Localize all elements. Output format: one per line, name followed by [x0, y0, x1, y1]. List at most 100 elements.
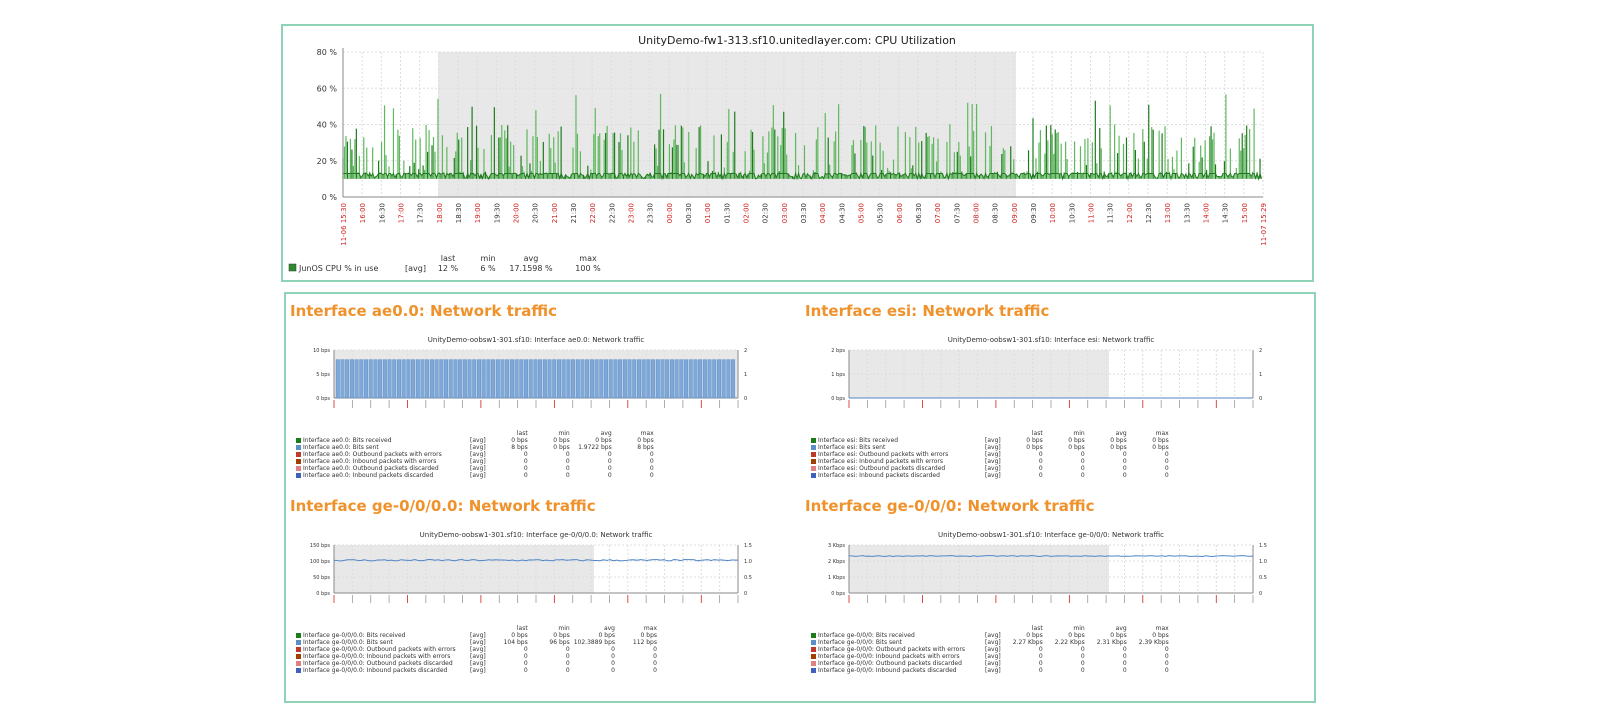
cpu-y-tick-label: 60 %	[317, 84, 338, 93]
bits-sent-series	[335, 359, 736, 399]
cpu-legend-avg: 17.1598 %	[509, 264, 553, 273]
traffic-bar	[731, 359, 736, 399]
legend-max: 0	[1164, 472, 1169, 479]
traffic-bar	[335, 359, 340, 399]
legend-row: Interface esi: Outbound packets discarde…	[809, 465, 1171, 472]
legend-name: Interface ge-0/0/0: Bits received	[818, 632, 915, 639]
legend-swatch	[296, 668, 301, 673]
legend-header: avg	[603, 625, 615, 632]
legend-max: 0 bps	[1152, 632, 1169, 639]
traffic-bar	[636, 359, 641, 399]
legend-row: Interface esi: Outbound packets with err…	[809, 451, 1171, 458]
cpu-x-tick-label: 10:00	[1049, 203, 1057, 223]
cpu-x-tick-label: 23:30	[647, 203, 655, 223]
legend-name: Interface esi: Inbound packets discarded	[818, 472, 940, 479]
legend-min: 0	[565, 458, 570, 465]
legend-last: 0 bps	[1026, 444, 1043, 451]
network-section: Interface esi: Network traffic UnityDemo-…	[801, 294, 1316, 489]
legend-last: 0	[1038, 653, 1043, 660]
legend-func: [avg]	[470, 444, 486, 451]
shaded-period	[849, 545, 1109, 593]
y-left-tick-label: 100 bps	[310, 559, 330, 565]
traffic-bar	[693, 359, 698, 399]
traffic-bar	[726, 359, 731, 399]
legend-last: 0 bps	[511, 437, 528, 444]
traffic-bar	[712, 359, 717, 399]
legend-max: 0	[1164, 451, 1169, 458]
legend-swatch	[296, 640, 301, 645]
y-right-tick-label: 0	[744, 591, 747, 597]
legend-min: 0 bps	[1068, 437, 1085, 444]
legend-func: [avg]	[985, 465, 1001, 472]
legend-min: 0 bps	[1068, 444, 1085, 451]
traffic-bar	[533, 359, 538, 399]
legend-name: Interface esi: Inbound packets with erro…	[818, 458, 943, 465]
cpu-x-tick-label: 02:30	[762, 203, 770, 223]
cpu-x-tick-label: 04:00	[819, 203, 827, 223]
legend-last: 0	[523, 667, 528, 674]
legend-name: Interface ge-0/0/0: Inbound packets with…	[818, 653, 960, 660]
legend-min: 0	[565, 667, 570, 674]
legend-swatch	[296, 633, 301, 638]
cpu-x-tick-label: 06:30	[915, 203, 923, 223]
legend-min: 0	[1080, 458, 1085, 465]
legend-last: 0	[523, 472, 528, 479]
legend-func: [avg]	[470, 646, 486, 653]
legend-row: Interface ge-0/0/0.0: Bits sent [avg] 104 …	[294, 639, 659, 646]
legend-name: Interface ae0.0: Inbound packets discard…	[303, 472, 434, 479]
legend-row: Interface ae0.0: Outbound packets with e…	[294, 451, 656, 458]
cpu-x-tick-label: 12:00	[1126, 203, 1134, 223]
cpu-x-tick-label: 04:30	[838, 203, 846, 223]
legend-min: 0 bps	[553, 444, 570, 451]
y-left-tick-label: 10 bps	[313, 348, 330, 354]
legend-name: Interface ge-0/0/0.0: Outbound packets w…	[303, 646, 456, 653]
cpu-x-tick-label: 07:00	[934, 203, 942, 223]
legend-avg: 0 bps	[595, 437, 612, 444]
traffic-bar	[613, 359, 618, 399]
traffic-bar	[524, 359, 528, 399]
traffic-bar	[641, 359, 646, 399]
cpu-x-tick-label: 00:00	[666, 203, 674, 223]
traffic-bar	[679, 359, 684, 399]
legend-name: Interface esi: Bits received	[818, 437, 899, 444]
legend-header: avg	[1115, 430, 1127, 437]
cpu-x-tick-label: 11-06 15:30	[340, 203, 348, 246]
legend-max: 0	[653, 667, 657, 674]
legend-avg: 0	[607, 465, 612, 472]
legend-swatch	[296, 438, 301, 443]
legend-max: 0	[649, 458, 654, 465]
y-right-tick-label: 0	[1259, 591, 1262, 597]
legend-min: 0	[565, 465, 570, 472]
legend-max: 0	[1164, 465, 1169, 472]
traffic-bar	[444, 359, 448, 399]
legend-last: 0	[1038, 660, 1043, 667]
legend-max: 0 bps	[1152, 444, 1169, 451]
legend-name: Interface ge-0/0/0.0: Inbound packets wi…	[303, 653, 451, 660]
legend-func: [avg]	[470, 660, 486, 667]
legend-last: 0	[1038, 451, 1043, 458]
legend-name: Interface ge-0/0/0.0: Inbound packets di…	[303, 667, 448, 674]
traffic-bar	[655, 359, 660, 399]
legend-row: Interface ge-0/0/0: Bits received [avg] 0 …	[809, 632, 1171, 639]
traffic-bar	[566, 359, 571, 399]
legend-func: [avg]	[985, 437, 1001, 444]
traffic-bar	[359, 359, 364, 399]
legend-swatch	[811, 473, 816, 478]
legend-header: last	[1031, 625, 1043, 632]
legend-avg: 0	[607, 451, 612, 458]
legend-func: [avg]	[985, 653, 1001, 660]
traffic-bar	[406, 359, 411, 399]
legend-max: 0	[1164, 646, 1169, 653]
cpu-x-tick-label: 05:30	[877, 203, 885, 223]
traffic-bar	[688, 359, 693, 399]
traffic-bar	[707, 359, 712, 399]
legend-row: Interface esi: Bits sent [avg] 0 bps 0 bps 0…	[809, 444, 1171, 451]
legend-func: [avg]	[985, 646, 1001, 653]
cpu-x-tick-label: 07:30	[953, 203, 961, 223]
cpu-x-tick-label: 03:30	[800, 203, 808, 223]
legend-avg: 0 bps	[1110, 437, 1127, 444]
traffic-bar	[481, 359, 486, 399]
cpu-legend-header: avg	[524, 254, 539, 263]
y-right-tick-label: 1.0	[1259, 559, 1267, 565]
legend-min: 0	[1080, 660, 1085, 667]
